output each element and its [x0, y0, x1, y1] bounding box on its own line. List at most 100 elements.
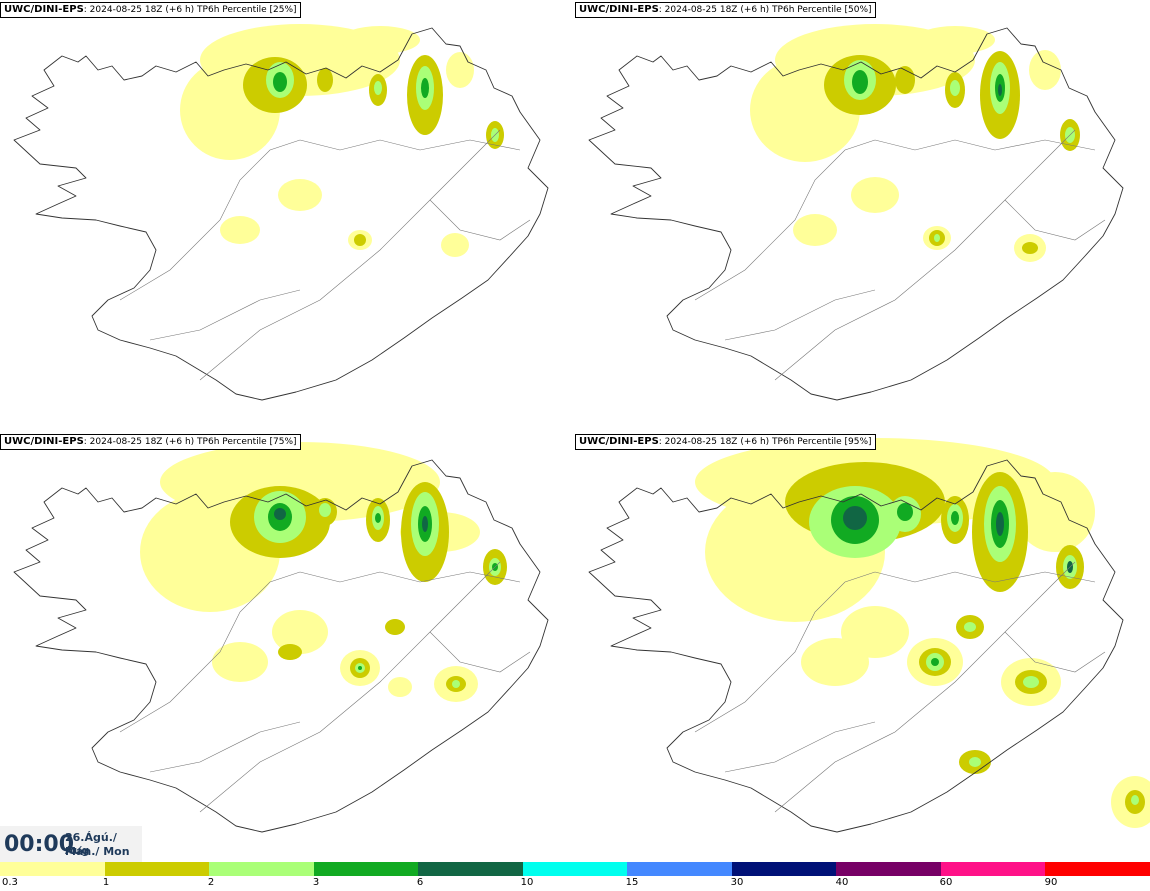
legend-tick: 30	[730, 877, 744, 888]
precip-area	[212, 642, 268, 682]
map-p25	[13, 24, 549, 401]
precip-area	[964, 622, 976, 632]
road-line	[149, 721, 301, 773]
precip-area	[998, 84, 1002, 96]
legend-tick: 90	[1044, 877, 1058, 888]
legend-tick: 15	[625, 877, 639, 888]
precip-area	[1023, 676, 1039, 688]
precip-area	[441, 233, 469, 257]
legend-tick: 6	[416, 877, 424, 888]
valid-weekday: Mán./ Mon	[65, 845, 130, 858]
coastline	[13, 459, 549, 833]
precip-area	[841, 606, 909, 658]
precip-area	[934, 234, 940, 242]
road-line	[874, 139, 1096, 151]
panel-title: UWC/DINI-EPS: 2024-08-25 18Z (+6 h) TP6h…	[0, 2, 301, 18]
precip-area	[950, 80, 960, 96]
precip-area	[452, 680, 460, 688]
map-panel-p75: UWC/DINI-EPS: 2024-08-25 18Z (+6 h) TP6h…	[0, 432, 575, 864]
road-line	[874, 571, 1096, 583]
map-p95	[588, 438, 1150, 833]
precip-area	[319, 503, 331, 517]
road-line	[119, 139, 301, 301]
road-line	[1004, 199, 1106, 241]
legend-tick: 40	[835, 877, 849, 888]
map-panel-p95: UWC/DINI-EPS: 2024-08-25 18Z (+6 h) TP6h…	[575, 432, 1150, 864]
legend-tick: 10	[520, 877, 534, 888]
precip-area	[278, 179, 322, 211]
road-line	[199, 561, 501, 813]
legend-swatch	[940, 862, 1046, 876]
precip-area	[1131, 795, 1139, 805]
precip-area	[793, 214, 837, 246]
legend-colorbar	[0, 862, 1150, 876]
map-panel-p50: UWC/DINI-EPS: 2024-08-25 18Z (+6 h) TP6h…	[575, 0, 1150, 432]
precip-area	[358, 666, 362, 670]
coastline	[588, 459, 1124, 833]
road-line	[429, 631, 531, 673]
precip-area	[843, 506, 867, 530]
valid-date: 26.Ágú./ Aug	[65, 831, 117, 857]
precip-area	[274, 508, 286, 520]
legend-tick: 0.3	[2, 877, 18, 888]
legend-tick: 2	[207, 877, 215, 888]
precip-area	[317, 68, 333, 92]
precip-area	[375, 513, 381, 523]
map-panel-p25: UWC/DINI-EPS: 2024-08-25 18Z (+6 h) TP6h…	[0, 0, 575, 432]
precip-area	[852, 70, 868, 94]
legend-swatch	[731, 862, 837, 876]
precip-area	[851, 177, 899, 213]
precip-area	[385, 619, 405, 635]
valid-time-box: 00:00 26.Ágú./ Aug Mán./ Mon	[0, 826, 142, 862]
precip-area	[996, 512, 1004, 536]
precip-area	[273, 72, 287, 92]
road-line	[149, 289, 301, 341]
precip-area	[931, 658, 939, 666]
legend-swatch	[313, 862, 419, 876]
coastline	[13, 27, 549, 401]
legend-tick: 60	[939, 877, 953, 888]
precip-area	[422, 516, 428, 532]
precip-area	[1029, 50, 1061, 90]
panel-title: UWC/DINI-EPS: 2024-08-25 18Z (+6 h) TP6h…	[0, 434, 301, 450]
road-line	[774, 129, 1076, 381]
precip-area	[272, 610, 328, 654]
legend-swatch	[522, 862, 628, 876]
precip-area	[421, 78, 429, 98]
road-line	[774, 561, 1076, 813]
precip-area	[1015, 472, 1095, 552]
legend-swatch	[836, 862, 941, 876]
legend-swatch	[104, 862, 210, 876]
legend-ticks: 0.3 1 2 3 6 10 15 30 40 60 90	[0, 877, 1150, 891]
precip-area	[278, 644, 302, 660]
road-line	[429, 199, 531, 241]
coastline	[588, 27, 1124, 401]
precip-area	[915, 26, 995, 54]
precip-area	[340, 26, 420, 54]
road-line	[119, 571, 301, 733]
road-line	[1004, 631, 1106, 673]
legend-swatch	[627, 862, 732, 876]
precip-area	[220, 216, 260, 244]
precip-area	[388, 677, 412, 697]
precip-area	[1022, 242, 1038, 254]
legend-swatch	[209, 862, 314, 876]
legend-tick: 3	[312, 877, 320, 888]
legend-swatch	[0, 862, 105, 876]
road-line	[694, 571, 876, 733]
precip-area	[374, 81, 382, 95]
road-line	[724, 289, 876, 341]
map-p75	[13, 442, 549, 833]
road-line	[299, 571, 521, 583]
panel-title: UWC/DINI-EPS: 2024-08-25 18Z (+6 h) TP6h…	[575, 2, 876, 18]
legend-swatch	[1045, 862, 1150, 876]
legend-tick: 1	[102, 877, 110, 888]
road-line	[299, 139, 521, 151]
legend-swatch	[418, 862, 523, 876]
road-line	[199, 129, 501, 381]
precip-area	[446, 52, 474, 88]
precip-area	[969, 757, 981, 767]
precip-area	[354, 234, 366, 246]
precip-area	[951, 511, 959, 525]
panel-title: UWC/DINI-EPS: 2024-08-25 18Z (+6 h) TP6h…	[575, 434, 876, 450]
